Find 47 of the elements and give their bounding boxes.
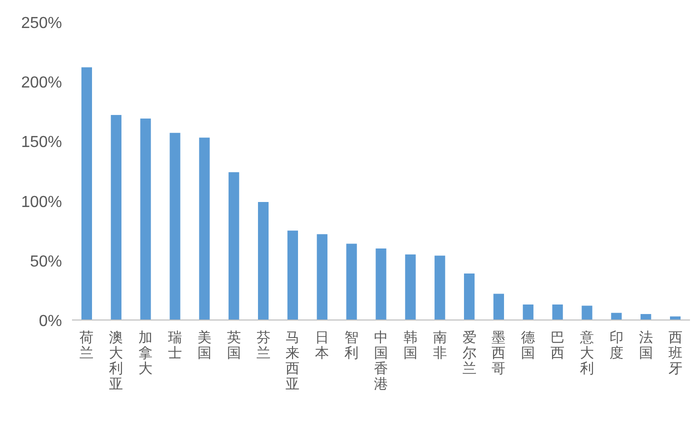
- x-tick-label: 南非: [432, 329, 447, 360]
- x-tick-label: 马来西亚: [286, 329, 300, 392]
- bar: [81, 67, 92, 320]
- x-tick-label: 意大利: [579, 329, 594, 376]
- y-tick-label: 150%: [21, 134, 62, 152]
- x-tick-label: 西班牙: [668, 329, 682, 376]
- x-tick-label: 巴西: [550, 329, 565, 360]
- bar: [258, 202, 269, 320]
- bar: [434, 256, 446, 320]
- bar: [170, 132, 180, 320]
- x-tick-label: 瑞士: [168, 329, 182, 360]
- x-tick-label: 澳大利亚: [109, 329, 124, 392]
- x-tick-label: 芬兰: [256, 329, 270, 360]
- x-tick-label: 智利: [344, 329, 359, 360]
- y-tick-label: 0%: [38, 313, 62, 330]
- x-tick-label: 中国香港: [374, 329, 388, 392]
- bar: [110, 114, 122, 320]
- y-tick-label: 100%: [21, 194, 62, 211]
- x-tick-label: 爱尔兰: [462, 329, 476, 376]
- bar: [228, 172, 240, 320]
- y-tick-label: 250%: [21, 15, 62, 32]
- bar: [316, 234, 328, 320]
- bar: [287, 230, 298, 320]
- bar: [140, 118, 151, 320]
- x-tick-label: 美国: [197, 329, 212, 360]
- x-tick-label: 韩国: [403, 329, 418, 360]
- x-tick-label: 荷兰: [80, 329, 94, 360]
- bar: [522, 304, 534, 320]
- x-tick-label: 德国: [521, 329, 536, 360]
- bar: [611, 312, 622, 320]
- bar: [582, 306, 592, 320]
- bar: [376, 248, 386, 320]
- x-tick-label: 法国: [638, 329, 653, 360]
- bar: [405, 254, 416, 320]
- y-tick-label: 50%: [30, 253, 62, 270]
- bar: [464, 274, 475, 320]
- y-tick-label: 200%: [21, 74, 62, 92]
- x-tick-label: 英国: [226, 329, 241, 360]
- bar: [346, 244, 357, 320]
- x-tick-label: 日本: [315, 329, 330, 360]
- bar: [552, 304, 563, 320]
- x-tick-label: 墨西哥: [492, 329, 506, 376]
- bar: [640, 314, 652, 320]
- x-tick-label: 加拿大: [138, 329, 153, 376]
- x-tick-label: 印度: [609, 329, 624, 360]
- bar: [493, 294, 504, 320]
- bar: [199, 138, 210, 320]
